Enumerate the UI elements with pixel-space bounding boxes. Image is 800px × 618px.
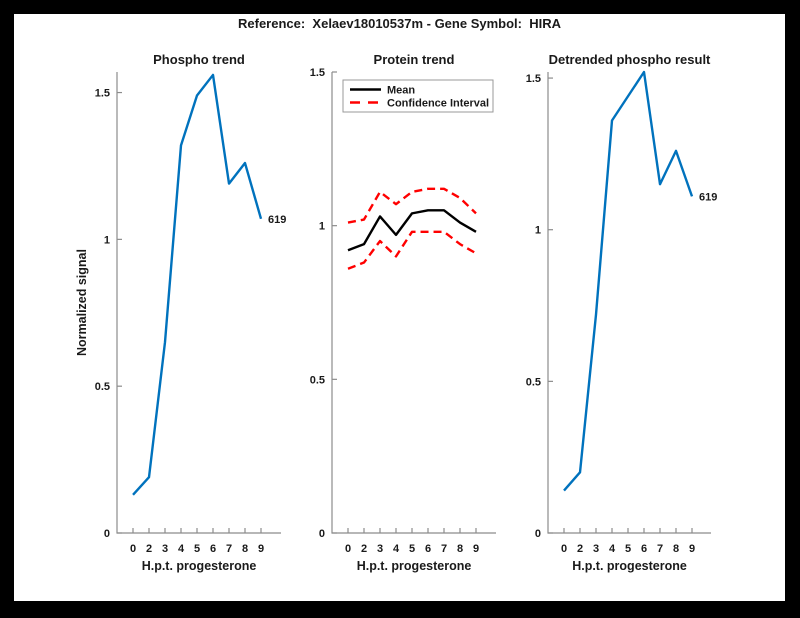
x-tick-label: 2: [146, 543, 152, 555]
x-tick-label: 3: [377, 543, 383, 555]
detrended-line: [563, 70, 694, 492]
y-tick-label: 1: [535, 225, 541, 237]
x-tick-label: 9: [473, 543, 479, 555]
series-end-label: 619: [268, 214, 286, 226]
series-end-label: 619: [699, 191, 717, 203]
legend-box: [342, 79, 494, 113]
y-tick-label: 0: [104, 528, 110, 540]
x-axis-label: H.p.t. progesterone: [357, 559, 472, 573]
axis-lines: [116, 72, 281, 534]
legend-confidence-interval-label: Confidence Interval: [387, 98, 489, 110]
legend-mean-label: Mean: [387, 85, 415, 97]
x-tick-label: 3: [593, 543, 599, 555]
axis-lines: [331, 72, 496, 534]
x-tick-label: 7: [226, 543, 232, 555]
x-tick-label: 6: [425, 543, 431, 555]
figure-title: Reference: Xelaev18010537m - Gene Symbol…: [238, 16, 561, 31]
x-tick-label: 0: [561, 543, 567, 555]
x-tick-label: 5: [409, 543, 415, 555]
y-tick-label: 0.5: [95, 381, 110, 393]
x-tick-label: 2: [577, 543, 583, 555]
x-tick-label: 5: [194, 543, 200, 555]
subplot-title: Phospho trend: [153, 52, 245, 67]
x-tick-label: 3: [162, 543, 168, 555]
y-tick-label: 0.5: [310, 374, 325, 386]
x-tick-label: 9: [689, 543, 695, 555]
y-tick-label: 1.5: [95, 88, 110, 100]
x-tick-label: 8: [673, 543, 679, 555]
x-tick-label: 6: [641, 543, 647, 555]
x-tick-label: 9: [258, 543, 264, 555]
subplot-title: Protein trend: [374, 52, 455, 67]
ci-upper-line: [347, 187, 477, 224]
x-axis-label: H.p.t. progesterone: [142, 559, 257, 573]
x-tick-label: 0: [345, 543, 351, 555]
x-tick-label: 8: [457, 543, 463, 555]
y-tick-label: 1.5: [310, 67, 325, 79]
ci-lower-line: [347, 230, 477, 270]
x-tick-label: 7: [441, 543, 447, 555]
x-tick-label: 8: [242, 543, 248, 555]
x-tick-label: 7: [657, 543, 663, 555]
y-axis-label: Normalized signal: [75, 249, 89, 356]
y-tick-label: 1: [319, 221, 325, 233]
y-tick-label: 0: [535, 528, 541, 540]
x-tick-label: 4: [178, 543, 185, 555]
phospho-line: [132, 73, 263, 496]
y-tick-label: 1.5: [526, 73, 541, 85]
x-tick-label: 2: [361, 543, 367, 555]
y-tick-label: 0.5: [526, 376, 541, 388]
x-axis-label: H.p.t. progesterone: [572, 559, 687, 573]
x-tick-label: 5: [625, 543, 631, 555]
x-tick-label: 6: [210, 543, 216, 555]
subplot-title: Detrended phospho result: [549, 52, 711, 67]
axis-lines: [547, 72, 711, 534]
y-tick-label: 0: [319, 528, 325, 540]
y-tick-label: 1: [104, 234, 110, 246]
x-tick-label: 4: [393, 543, 400, 555]
x-tick-label: 0: [130, 543, 136, 555]
mean-line: [347, 209, 477, 252]
x-tick-label: 4: [609, 543, 616, 555]
